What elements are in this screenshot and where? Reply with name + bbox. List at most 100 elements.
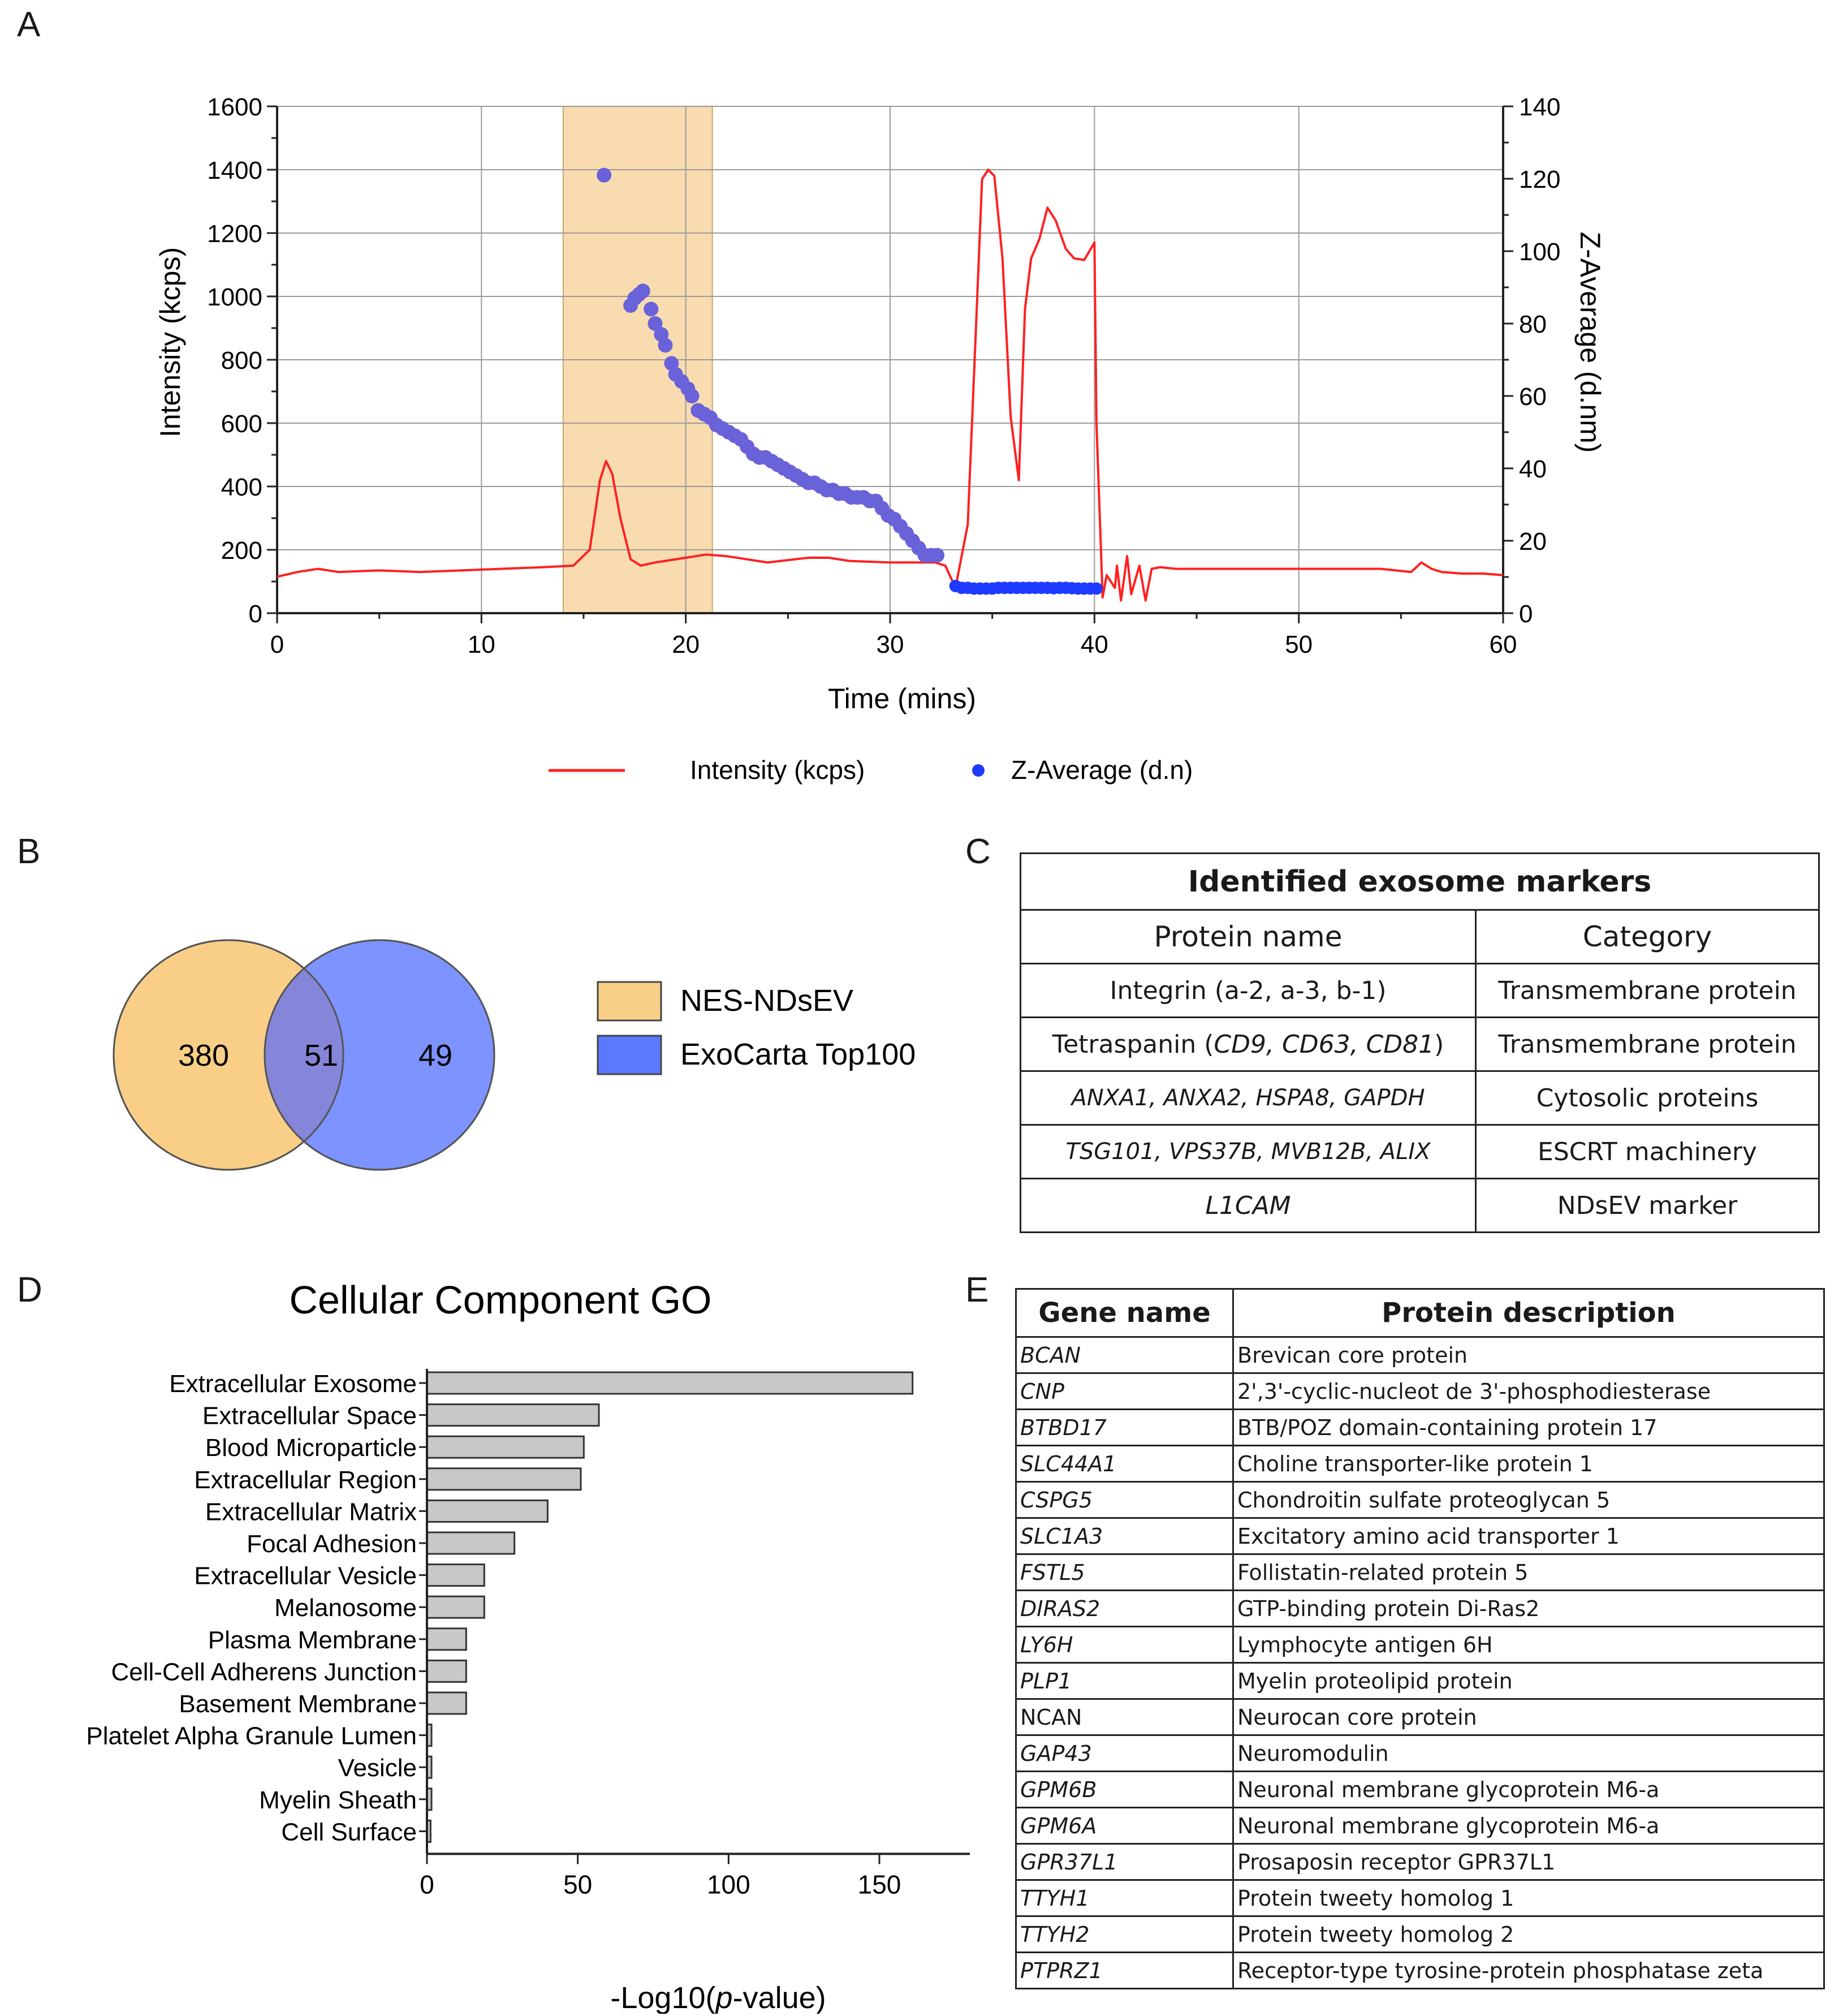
gene-table: Gene name Protein description BCAN Brevic…: [1015, 1288, 1825, 1989]
x-axis-title: -Log10(p-value): [610, 1981, 826, 2014]
panel-label-d: D: [17, 1270, 42, 1309]
protein-description: Excitatory amino acid transporter 1: [1232, 1517, 1825, 1555]
protein-description: BTB/POZ domain-containing protein 17: [1232, 1408, 1825, 1446]
x-tick-label: 0: [270, 631, 284, 658]
zavg-point: [658, 338, 673, 353]
gene-name: GPM6B: [1015, 1771, 1234, 1808]
protein-description: Choline transporter-like protein 1: [1232, 1445, 1825, 1483]
gene-name: GPM6A: [1015, 1807, 1234, 1845]
column-header-protein: Protein name: [1020, 909, 1477, 964]
category-label: Extracellular Matrix: [205, 1498, 417, 1526]
zavg-point: [635, 283, 650, 299]
protein-name: ANXA1, ANXA2, HSPA8, GAPDH: [1020, 1070, 1477, 1126]
y2-tick-label: 120: [1519, 166, 1560, 193]
gene-name: PTPRZ1: [1015, 1952, 1234, 1989]
protein-description: Protein tweety homolog 2: [1232, 1915, 1825, 1953]
legend: Intensity (kcps) Z-Average (d.n): [549, 755, 1193, 785]
x-tick-label: 50: [563, 1869, 592, 1899]
gene-name: SLC1A3: [1015, 1517, 1234, 1555]
category: Transmembrane protein: [1475, 963, 1820, 1018]
bar: [426, 1627, 467, 1651]
y-tick-label: 800: [221, 347, 262, 374]
category: Transmembrane protein: [1475, 1016, 1820, 1072]
table-row: SLC1A3 Excitatory amino acid transporter …: [1015, 1517, 1825, 1555]
y-tick-label: 0: [249, 600, 262, 628]
zavg-point: [644, 301, 659, 317]
zavg-point: [597, 167, 612, 183]
bar: [426, 1563, 485, 1587]
legend-swatch-set-a: [597, 981, 662, 1022]
bar: [426, 1371, 914, 1395]
protein-description: Neuronal membrane glycoprotein M6-a: [1232, 1807, 1825, 1845]
table-row: BCAN Brevican core protein: [1015, 1336, 1825, 1374]
table-row: GPM6B Neuronal membrane glycoprotein M6-a: [1015, 1771, 1825, 1808]
venn-overlap: [265, 940, 343, 1170]
table-row: SLC44A1 Choline transporter-like protein …: [1015, 1445, 1825, 1483]
bar: [426, 1595, 485, 1619]
category-label: Focal Adhesion: [247, 1530, 417, 1558]
protein-description: Protein tweety homolog 1: [1232, 1879, 1825, 1917]
x-tick-label: 20: [672, 631, 700, 658]
protein-description: Brevican core protein: [1232, 1336, 1825, 1374]
protein-description: Chondroitin sulfate proteoglycan 5: [1232, 1481, 1825, 1519]
category-label: Extracellular Vesicle: [194, 1562, 417, 1590]
protein-name: L1CAM: [1020, 1178, 1477, 1233]
venn-value-only-a: 380: [178, 1039, 229, 1072]
bar: [426, 1403, 600, 1427]
gene-name: GAP43: [1015, 1734, 1234, 1772]
table-row: GAP43 Neuromodulin: [1015, 1734, 1825, 1772]
table-row: LY6H Lymphocyte antigen 6H: [1015, 1626, 1825, 1664]
go-bar-chart: Cellular Component GO Extracellular Exos…: [86, 1278, 970, 2014]
x-tick-label: 30: [877, 631, 904, 658]
category-label: Extracellular Exosome: [169, 1370, 417, 1398]
category-label: Extracellular Region: [194, 1466, 417, 1494]
table-title: Identified exosome markers: [1020, 852, 1820, 911]
legend-intensity-label: Intensity (kcps): [690, 755, 865, 785]
gene-name: BCAN: [1015, 1336, 1234, 1374]
column-header-category: Category: [1475, 909, 1820, 964]
gene-name: SLC44A1: [1015, 1445, 1234, 1483]
gene-name: BTBD17: [1015, 1408, 1234, 1446]
gene-name: PLP1: [1015, 1662, 1234, 1700]
gene-name: CSPG5: [1015, 1481, 1234, 1519]
category-label: Extracellular Space: [202, 1402, 417, 1430]
exosome-markers-table: Identified exosome markers Protein name …: [1020, 852, 1820, 1233]
protein-name: TSG101, VPS37B, MVB12B, ALIX: [1020, 1124, 1477, 1179]
gene-name: GPR37L1: [1015, 1843, 1234, 1881]
gene-name: DIRAS2: [1015, 1589, 1234, 1627]
column-header-gene: Gene name: [1015, 1288, 1234, 1338]
y-tick-label: 1600: [207, 93, 262, 121]
zavg-point: [648, 316, 663, 331]
table-row: TTYH2 Protein tweety homolog 2: [1015, 1915, 1825, 1953]
category-label: Plasma Membrane: [208, 1626, 417, 1654]
legend-label-set-b: ExoCarta Top100: [680, 1037, 916, 1071]
table-row: TTYH1 Protein tweety homolog 1: [1015, 1879, 1825, 1917]
gene-name: TTYH2: [1015, 1915, 1234, 1953]
table-row: DIRAS2 GTP-binding protein Di-Ras2: [1015, 1589, 1825, 1627]
protein-name: Tetraspanin (CD9, CD63, CD81): [1020, 1016, 1477, 1072]
y2-axis-title: Z-Average (d.nm): [1574, 232, 1606, 453]
bar: [426, 1691, 467, 1715]
table-row: GPR37L1 Prosaposin receptor GPR37L1: [1015, 1843, 1825, 1881]
protein-description: GTP-binding protein Di-Ras2: [1232, 1589, 1825, 1627]
protein-description: Follistatin-related protein 5: [1232, 1553, 1825, 1591]
x-tick-label: 60: [1490, 631, 1517, 658]
y-axis-title: Intensity (kcps): [154, 247, 186, 437]
gene-name: NCAN: [1015, 1698, 1234, 1736]
chart-title: Cellular Component GO: [290, 1278, 712, 1322]
category: NDsEV marker: [1475, 1178, 1820, 1233]
legend-swatch-set-b: [597, 1035, 662, 1075]
table-row: Integrin (a-2, a-3, b-1) Transmembrane p…: [1020, 963, 1820, 1018]
x-tick-label: 10: [468, 631, 495, 658]
protein-description: Neuronal membrane glycoprotein M6-a: [1232, 1771, 1825, 1808]
gene-name: LY6H: [1015, 1626, 1234, 1664]
y-tick-label: 200: [221, 537, 262, 565]
y2-tick-label: 20: [1519, 528, 1547, 555]
category-label: Cell Surface: [281, 1818, 417, 1846]
bar: [426, 1531, 516, 1555]
y-tick-label: 1000: [207, 283, 262, 311]
category-label: Basement Membrane: [179, 1690, 417, 1718]
protein-description: Prosaposin receptor GPR37L1: [1232, 1843, 1825, 1881]
category-label: Vesicle: [338, 1754, 417, 1782]
y-tick-label: 600: [221, 410, 262, 438]
